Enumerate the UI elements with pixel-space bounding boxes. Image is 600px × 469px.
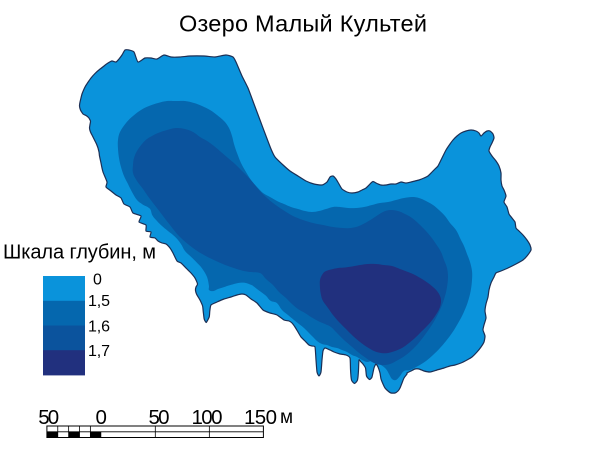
svg-text:Озеро Малый Культей: Озеро Малый Культей — [179, 11, 427, 37]
svg-text:Шкала глубин, м: Шкала глубин, м — [3, 242, 156, 264]
svg-text:100: 100 — [192, 406, 223, 429]
svg-text:1,7: 1,7 — [88, 343, 110, 360]
svg-text:50: 50 — [38, 406, 59, 429]
svg-text:0: 0 — [93, 272, 102, 289]
svg-text:м: м — [280, 407, 293, 428]
svg-text:150: 150 — [244, 406, 277, 429]
svg-text:1,5: 1,5 — [88, 293, 110, 310]
svg-text:50: 50 — [149, 406, 170, 429]
svg-text:0: 0 — [96, 406, 107, 429]
svg-text:1,6: 1,6 — [88, 319, 110, 336]
